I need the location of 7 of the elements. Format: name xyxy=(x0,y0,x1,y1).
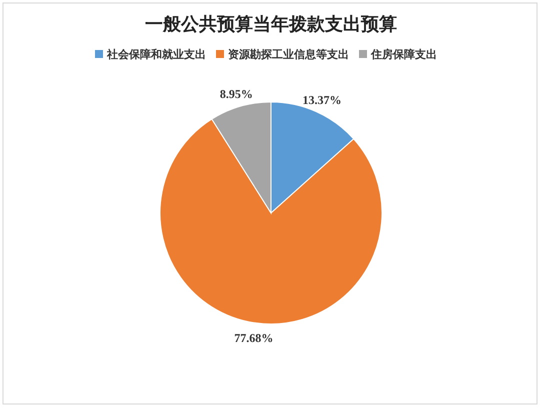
data-label: 8.95% xyxy=(220,86,253,101)
data-label: 13.37% xyxy=(302,92,342,107)
data-label: 77.68% xyxy=(234,330,274,345)
legend-label: 资源勘探工业信息等支出 xyxy=(228,48,349,61)
legend-label: 社会保障和就业支出 xyxy=(106,48,206,61)
legend-label: 住房保障支出 xyxy=(370,48,437,61)
chart-title: 一般公共预算当年拨款支出预算 xyxy=(145,14,397,34)
